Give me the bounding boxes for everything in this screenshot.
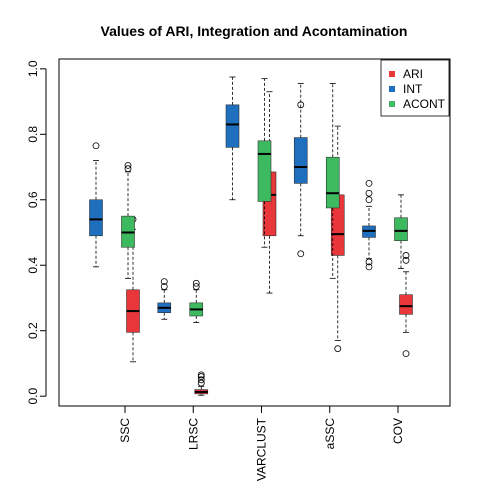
outlier-point (160, 283, 168, 290)
y-tick-label: 0.0 (26, 388, 40, 405)
legend-label: ARI (403, 67, 423, 81)
outlier-point (334, 345, 342, 353)
box-ari-lrsc (194, 371, 209, 396)
box-ari-cov (399, 252, 413, 358)
outlier-point (365, 196, 373, 204)
box-int-lrsc (157, 278, 172, 320)
outlier-point (402, 350, 410, 358)
x-label-lrsc: LRSC (186, 418, 200, 450)
box-acont-varclust (257, 78, 272, 248)
box-int-cov (362, 179, 376, 271)
outlier-point (197, 373, 205, 380)
y-tick-label: 0.6 (26, 191, 40, 208)
box-acont-cov (394, 194, 408, 269)
outlier-point (402, 252, 410, 259)
outlier-point (365, 263, 373, 271)
box-int-assc (293, 83, 308, 258)
box-ari-ssc (126, 216, 140, 363)
box-body (257, 140, 272, 202)
x-label-varclust: VARCLUST (255, 417, 269, 481)
box-body (399, 294, 413, 315)
outlier-point (92, 142, 100, 150)
box-body (394, 217, 408, 241)
outlier-point (197, 379, 205, 387)
chart-title: Values of ARI, Integration and Acontamin… (101, 23, 408, 39)
y-tick-label: 0.2 (26, 322, 40, 339)
box-acont-ssc (121, 161, 135, 279)
box-acont-lrsc (189, 279, 204, 323)
legend-swatch (389, 101, 395, 107)
outlier-point (124, 165, 132, 173)
outlier-point (192, 279, 200, 287)
legend-swatch (389, 71, 395, 77)
outlier-point (197, 376, 205, 384)
x-label-assc: aSSC (323, 418, 337, 450)
x-label-cov: COV (391, 418, 405, 444)
box-acont-assc (325, 83, 340, 279)
box-int-varclust (225, 76, 240, 201)
outlier-point (124, 161, 132, 169)
outlier-point (365, 258, 373, 266)
outlier-point (365, 179, 373, 187)
outlier-point (192, 283, 200, 290)
legend-label: ACONT (403, 97, 446, 111)
y-tick-label: 0.8 (26, 126, 40, 143)
box-ari-assc (330, 125, 345, 353)
y-tick-label: 0.4 (26, 257, 40, 274)
legend-label: INT (403, 82, 423, 96)
box-body (225, 104, 240, 148)
outlier-point (197, 371, 205, 379)
x-axis: SSC LRSC VARCLUST aSSC COV (118, 405, 405, 481)
box-body (89, 199, 103, 237)
outlier-point (297, 101, 305, 109)
outlier-point (402, 256, 410, 264)
boxes-layer (89, 76, 413, 396)
x-label-ssc: SSC (118, 418, 132, 443)
legend-swatch (389, 86, 395, 92)
legend-item-acont: ACONT (389, 97, 446, 111)
outlier-point (297, 250, 305, 258)
outlier-point (365, 189, 373, 197)
box-body (293, 137, 308, 184)
box-int-ssc (89, 142, 103, 268)
y-tick-label: 1.0 (26, 60, 40, 77)
legend-item-ari: ARI (389, 67, 423, 81)
outlier-point (160, 278, 168, 286)
legend-item-int: INT (389, 82, 423, 96)
y-axis: 0.0 0.2 0.4 0.6 0.8 1.0 (26, 60, 47, 405)
box-body (325, 156, 340, 209)
